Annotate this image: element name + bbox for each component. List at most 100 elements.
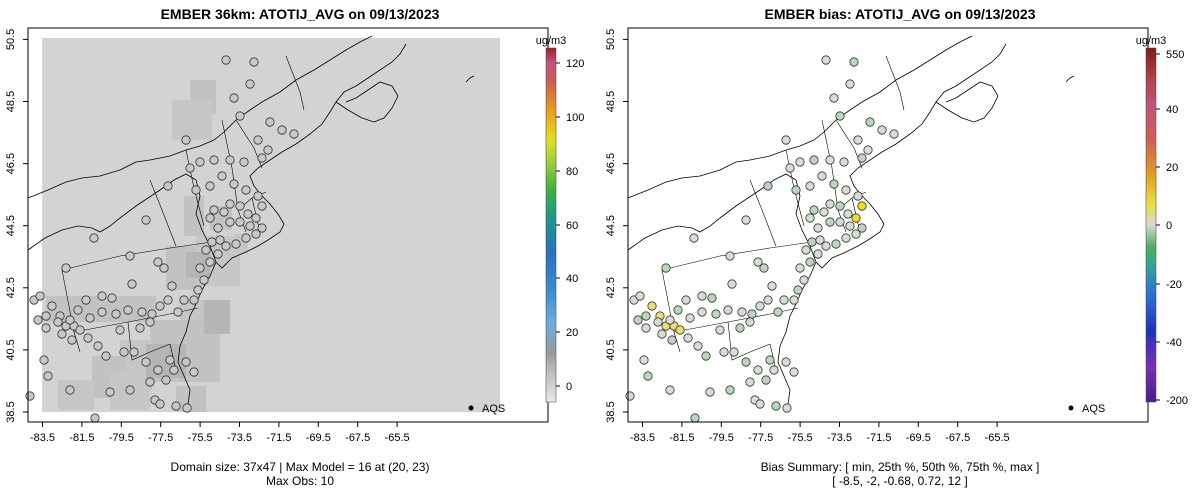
station-marker: [123, 305, 133, 315]
bias-map-title: EMBER bias: ATOTIJ_AVG on 09/13/2023: [764, 6, 1036, 22]
station-marker: [65, 385, 75, 395]
colorbar: [1145, 47, 1157, 403]
station-marker: [723, 305, 733, 315]
station-marker: [239, 157, 249, 167]
x-tick-label: -71.5: [866, 432, 891, 444]
station-marker: [821, 241, 831, 251]
station-marker: [831, 239, 841, 249]
station-marker: [253, 191, 263, 201]
station-marker: [129, 347, 139, 357]
station-marker: [683, 333, 693, 343]
station-marker: [821, 55, 831, 65]
station-marker: [61, 263, 71, 273]
station-marker: [782, 403, 792, 413]
x-tick-label: -83.5: [630, 432, 655, 444]
station-marker: [819, 207, 829, 217]
station-marker: [835, 217, 845, 227]
station-marker: [53, 317, 63, 327]
y-axis: 38.5 40.5 42.5 44.5 46.5 48.5 50.5: [605, 29, 628, 423]
y-tick-label: 48.5: [5, 91, 17, 112]
x-tick-label: -71.5: [266, 432, 291, 444]
station-marker: [759, 263, 769, 273]
station-marker: [257, 223, 267, 233]
station-marker: [773, 307, 783, 317]
y-axis: 38.5 40.5 42.5 44.5 46.5 48.5 50.5: [5, 29, 28, 423]
x-tick-label: -75.5: [788, 432, 813, 444]
station-marker: [141, 215, 151, 225]
station-marker: [219, 207, 229, 217]
station-marker: [771, 401, 781, 411]
station-marker: [705, 387, 715, 397]
model-panel: EMBER 36km: ATOTIJ_AVG on 09/13/2023 -83…: [5, 6, 584, 488]
station-marker: [863, 145, 873, 155]
station-marker: [889, 129, 899, 139]
station-marker: [807, 237, 817, 247]
station-marker: [253, 135, 263, 145]
station-marker: [667, 335, 677, 345]
station-marker: [111, 309, 121, 319]
station-marker: [229, 93, 239, 103]
station-marker: [635, 291, 645, 301]
station-marker: [697, 307, 707, 317]
grid-cell-dark: [204, 300, 230, 334]
station-marker: [181, 135, 191, 145]
station-marker: [205, 257, 215, 267]
station-marker: [767, 281, 777, 291]
station-marker: [155, 301, 165, 311]
y-tick-label: 50.5: [5, 29, 17, 50]
station-marker: [715, 325, 725, 335]
station-marker: [711, 309, 721, 319]
plot-area: [628, 28, 1148, 422]
station-marker: [215, 235, 225, 245]
colorbar-units: ug/m3: [1136, 35, 1167, 47]
station-marker: [853, 191, 863, 201]
station-marker: [229, 179, 239, 189]
station-marker: [245, 79, 255, 89]
station-marker: [835, 111, 845, 121]
station-marker: [161, 375, 171, 385]
colorbar-units: ug/m3: [536, 35, 567, 47]
x-tick-label: -67.5: [345, 432, 370, 444]
station-marker: [745, 317, 755, 327]
y-tick-label: 42.5: [605, 277, 617, 298]
aqs-stations: [625, 55, 899, 423]
station-marker: [39, 355, 49, 365]
station-marker: [843, 209, 853, 219]
station-marker: [251, 229, 261, 239]
station-marker: [147, 309, 157, 319]
coastline: [627, 35, 1075, 413]
y-tick-label: 46.5: [605, 153, 617, 174]
station-marker: [185, 163, 195, 173]
station-marker: [209, 205, 219, 215]
station-marker: [765, 355, 775, 365]
station-marker: [249, 57, 259, 67]
legend-label: AQS: [1082, 403, 1105, 415]
colorbar-tick-label: 550: [1166, 49, 1184, 61]
y-tick-label: 42.5: [5, 277, 17, 298]
station-marker: [829, 179, 839, 189]
y-tick-label: 38.5: [605, 401, 617, 422]
station-marker: [57, 329, 67, 339]
station-marker: [47, 301, 57, 311]
station-marker: [81, 295, 91, 305]
station-marker: [825, 155, 835, 165]
station-marker: [65, 315, 75, 325]
station-marker: [277, 125, 287, 135]
station-marker: [163, 295, 173, 305]
x-tick-label: -77.5: [148, 432, 173, 444]
colorbar: [545, 47, 557, 403]
station-marker: [221, 55, 231, 65]
grid-cell: [184, 196, 204, 236]
domain-summary: Domain size: 37x47 | Max Model = 16 at (…: [170, 460, 430, 474]
station-marker: [781, 357, 791, 367]
station-marker: [193, 285, 203, 295]
station-marker: [101, 351, 111, 361]
station-marker: [263, 145, 273, 155]
station-marker: [793, 285, 803, 295]
station-marker: [641, 323, 651, 333]
station-marker: [213, 249, 223, 259]
station-marker: [225, 155, 235, 165]
station-marker: [735, 323, 745, 333]
colorbar-tick-label: 100: [566, 112, 584, 124]
